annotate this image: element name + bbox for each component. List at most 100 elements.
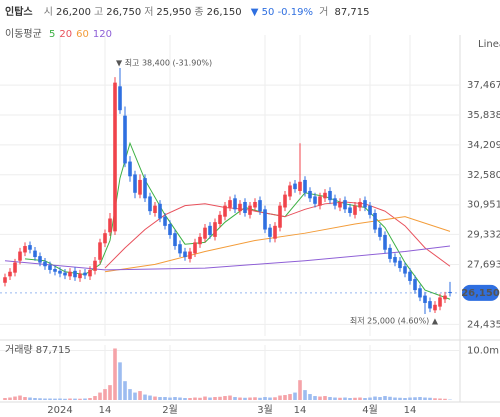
volume-bar <box>403 398 407 400</box>
candle-body <box>103 233 107 244</box>
volume-bar <box>98 392 102 400</box>
volume-bar <box>83 398 87 400</box>
ma-legend-item: 120 <box>92 29 112 40</box>
candle-body <box>438 297 442 307</box>
candle-body <box>423 295 427 303</box>
price-marker <box>462 284 499 301</box>
ma-legend-item: 60 <box>76 29 89 40</box>
volume-bar <box>168 397 172 400</box>
candle-body <box>178 244 182 254</box>
volume-bar <box>68 398 72 400</box>
ohlc-label: 종 <box>194 7 204 18</box>
x-tick-label: 2월 <box>162 404 178 416</box>
candle-body <box>223 205 227 217</box>
stock-name: 인탑스 <box>5 7 33 18</box>
change: ▼ 50 -0.19% <box>250 7 313 18</box>
ohlc-label: 고 <box>94 7 104 18</box>
x-tick-label: 2024 <box>47 405 72 416</box>
candle-body <box>168 224 172 236</box>
volume-bar <box>18 395 22 400</box>
candle-body <box>398 260 402 269</box>
volume-bar <box>228 395 232 400</box>
candle-body <box>253 201 257 208</box>
volume-bar <box>383 396 387 400</box>
candle-body <box>98 242 102 260</box>
candle-body <box>163 216 167 226</box>
candle-body <box>368 205 372 215</box>
candle-body <box>348 207 352 213</box>
volume-bar <box>248 397 252 400</box>
volume-bar <box>8 397 12 400</box>
volume-bar <box>323 396 327 400</box>
candle-body <box>283 194 287 208</box>
volume-bar <box>443 398 447 400</box>
volume-bar <box>283 395 287 400</box>
volume-bar <box>348 398 352 400</box>
scale-label: Linea <box>478 39 500 50</box>
volume-bar <box>43 398 47 400</box>
candle-body <box>158 203 162 219</box>
ma-line <box>4 245 451 271</box>
volume-bar <box>438 398 442 400</box>
ohlc-label: 저 <box>144 7 154 18</box>
candle-body <box>258 200 262 212</box>
volume-bar <box>123 381 127 400</box>
candle-body <box>133 174 137 193</box>
volume-label: 거 <box>319 7 329 18</box>
annotation-high: ▼ 최고 38,400 (-31.90%) <box>116 58 212 68</box>
volume-bar <box>278 395 282 400</box>
candle-body <box>403 266 407 274</box>
candle-body <box>3 277 7 283</box>
candle-body <box>48 265 52 270</box>
volume-bar <box>293 392 297 400</box>
candle-body <box>383 235 387 250</box>
candle-body <box>63 272 67 276</box>
header: 인탑스 시 26,200 고 26,750 저 25,950 종 26,150 ▼ 50 -0… <box>5 3 373 18</box>
volume-bar <box>298 380 302 400</box>
candle-body <box>118 86 122 111</box>
volume-bar <box>13 396 17 400</box>
volume-bar <box>318 396 322 400</box>
x-tick-label: 3월 <box>257 404 273 416</box>
volume-bar <box>338 397 342 400</box>
candle-body <box>188 251 192 259</box>
volume-bar <box>273 397 277 400</box>
x-tick-label: 14 <box>294 405 307 416</box>
volume-bar <box>178 397 182 400</box>
y-tick-label: 29,332 <box>467 229 500 240</box>
y-tick-label: 30,951 <box>467 200 500 211</box>
volume-bar <box>268 397 272 400</box>
volume-bar <box>128 389 132 400</box>
volume-bar <box>198 397 202 400</box>
annotation-low: 최저 25,000 (4.60%) ▲ <box>350 316 439 326</box>
volume-bar <box>398 397 402 400</box>
candle-body <box>263 209 267 230</box>
candle-body <box>408 271 412 281</box>
y-tick-label: 27,693 <box>467 260 500 271</box>
candle-body <box>13 262 17 273</box>
ohlc-value: 26,750 <box>106 7 142 18</box>
candle-body <box>8 271 12 277</box>
candle-body <box>413 279 417 291</box>
volume-bar <box>213 397 217 400</box>
volume-bar <box>108 385 112 400</box>
candle-body <box>203 227 207 239</box>
ohlc-label: 시 <box>43 7 53 18</box>
candle-body <box>198 236 202 245</box>
candle-body <box>333 198 337 206</box>
volume-bar <box>203 396 207 400</box>
volume-bar <box>433 398 437 400</box>
volume-bar <box>58 398 62 400</box>
candle-body <box>313 196 317 204</box>
volume-bar <box>113 348 117 400</box>
candle-body <box>73 270 77 278</box>
volume-bar <box>303 390 307 400</box>
volume-bar <box>73 398 77 400</box>
volume-bar <box>148 395 152 400</box>
candle-body <box>238 203 242 212</box>
candle-body <box>138 179 142 195</box>
volume-bar <box>183 398 187 400</box>
ohlc-value: 26,200 <box>56 7 91 18</box>
y-tick-label: 37,467 <box>467 80 500 91</box>
